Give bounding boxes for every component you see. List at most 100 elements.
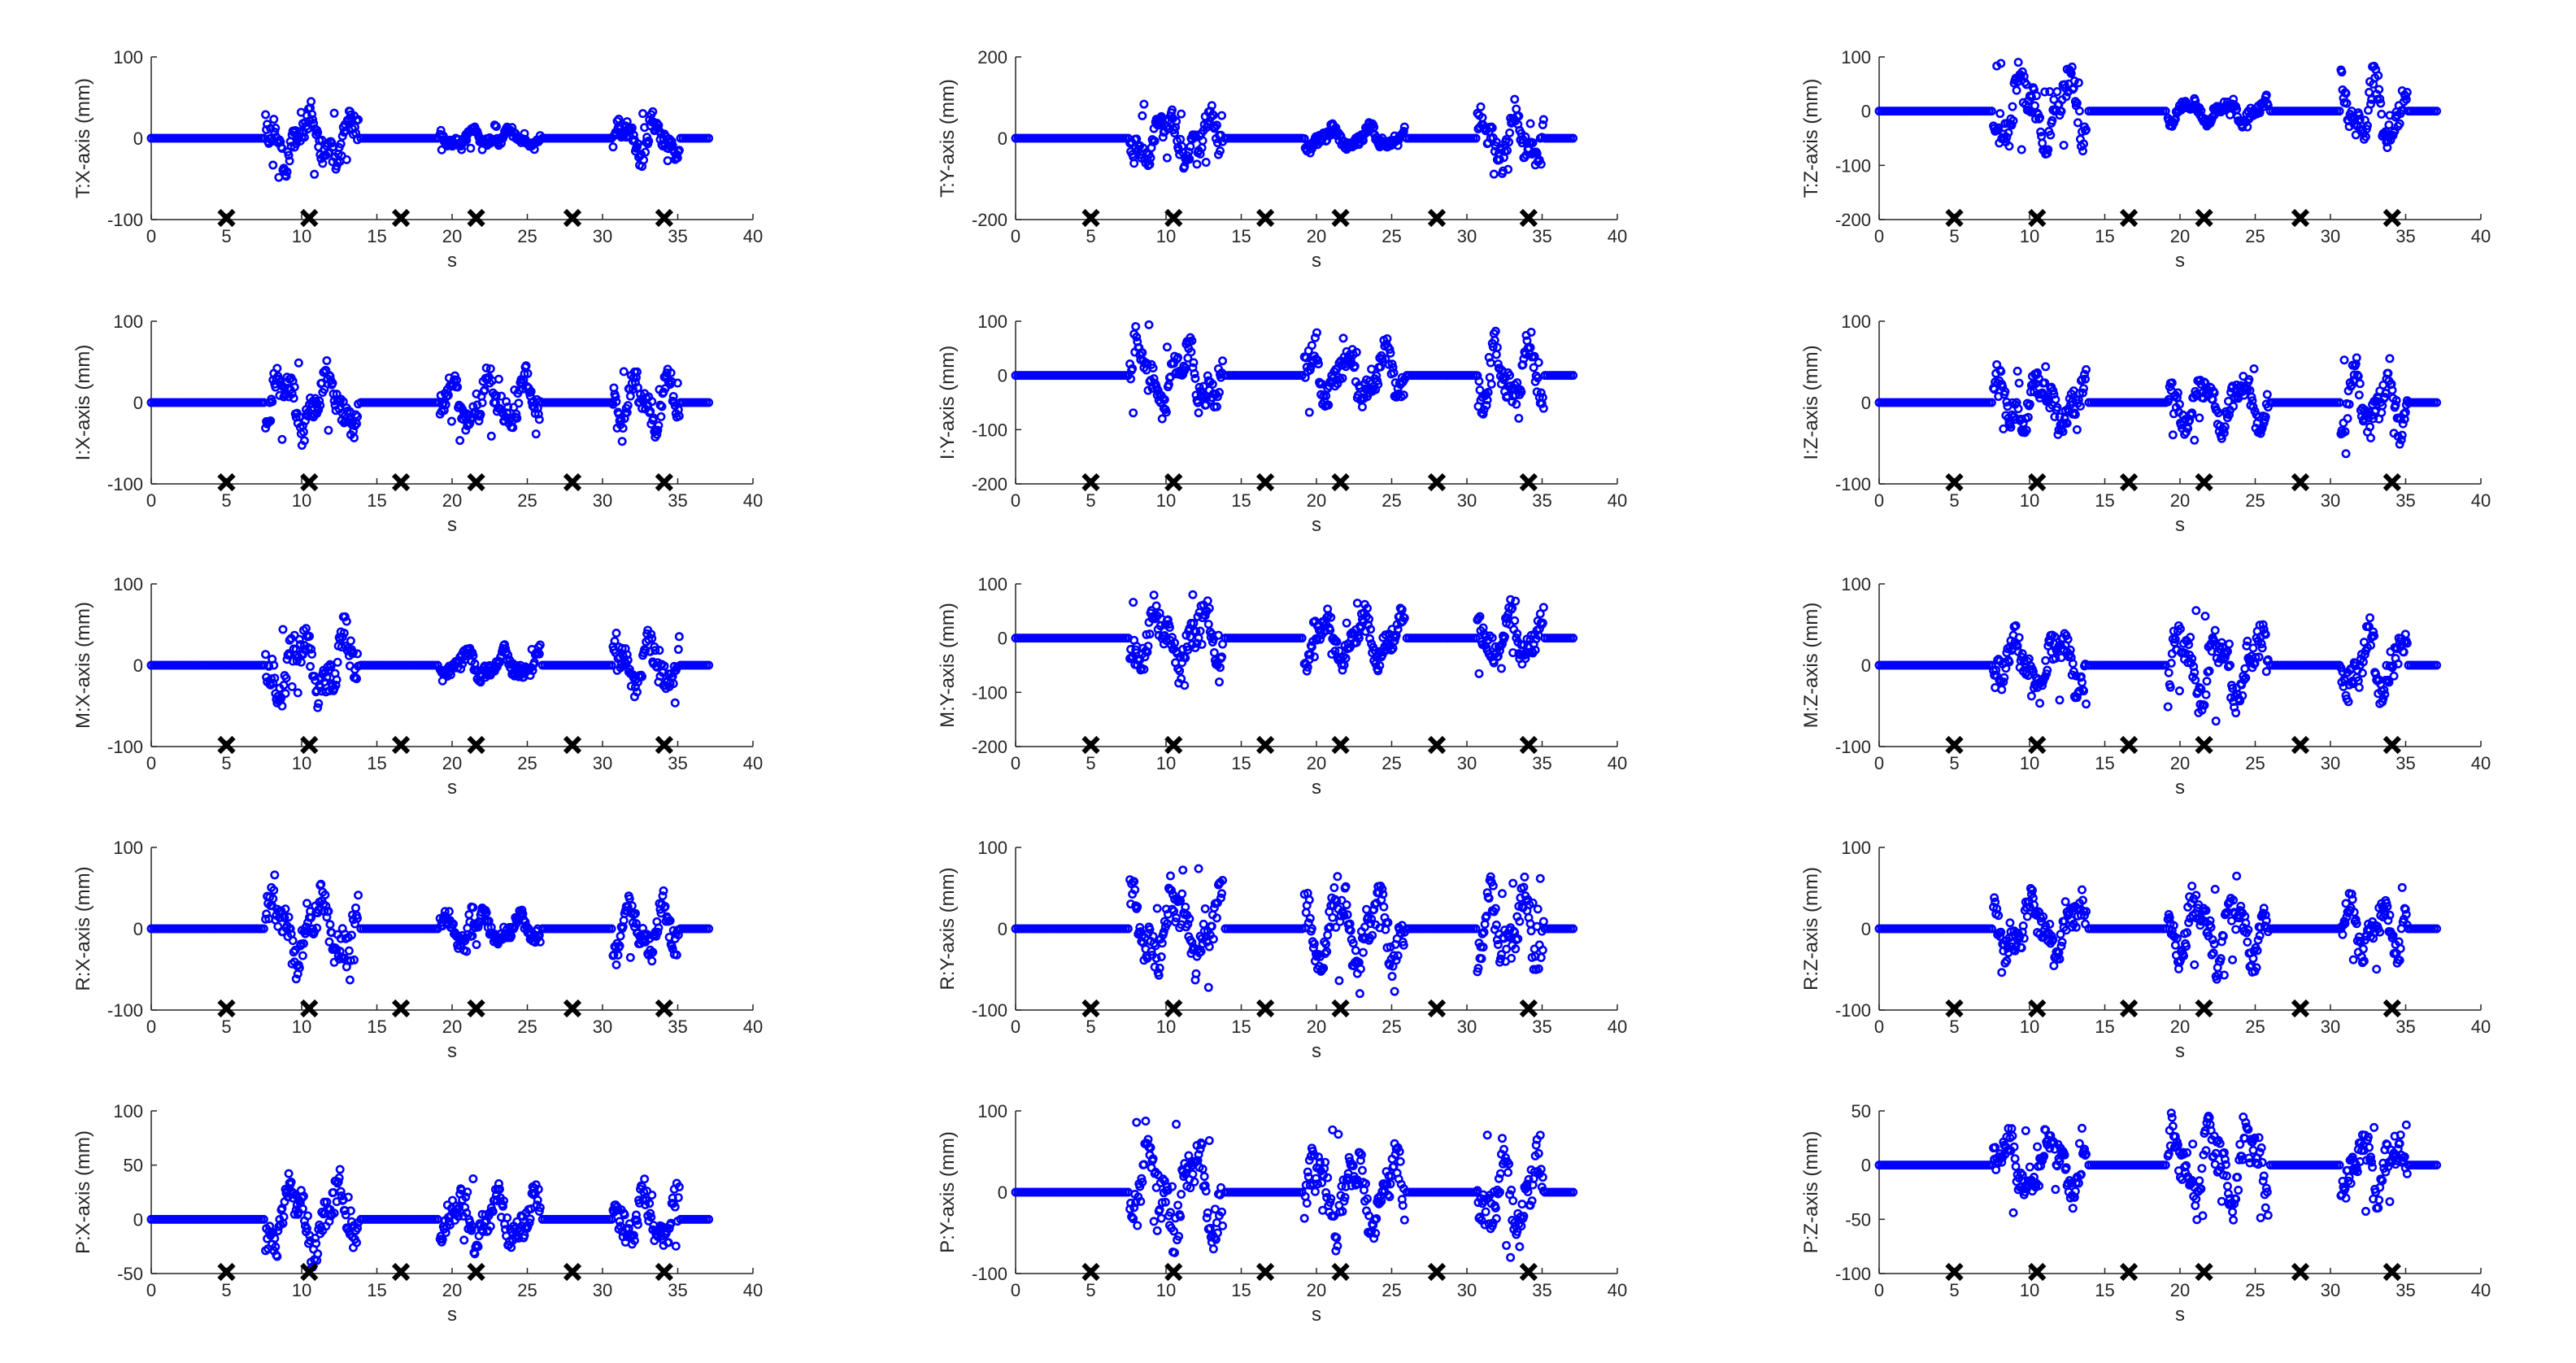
data-point [1510, 616, 1520, 625]
x-marker-stroke [217, 208, 236, 228]
x-tick-label: 25 [1382, 1017, 1401, 1037]
data-point [1399, 122, 1409, 132]
data-point [2243, 122, 2252, 132]
x-marker-stroke [563, 208, 582, 228]
y-tick-label: 100 [1841, 574, 1871, 594]
data-point [313, 128, 323, 137]
data-point [322, 356, 332, 366]
data-point [1474, 377, 1484, 386]
data-point [1536, 159, 1546, 169]
data-point [2041, 362, 2051, 372]
x-tick-label: 20 [1307, 490, 1326, 511]
x-tick-label: 20 [442, 753, 462, 773]
data-point [294, 358, 303, 368]
x-tick-label: 20 [442, 1017, 462, 1037]
x-tick-label: 20 [2170, 753, 2190, 773]
x-tick-label: 40 [1608, 490, 1627, 511]
data-point [1525, 119, 1535, 128]
data-point [2051, 394, 2060, 404]
data-point [638, 109, 648, 119]
x-tick-label: 35 [2395, 753, 2415, 773]
y-tick-label: -200 [972, 474, 1007, 494]
data-point [1167, 105, 1177, 115]
y-tick-label: 0 [1861, 393, 1871, 413]
data-point [1160, 394, 1169, 404]
y-tick-label: -100 [107, 474, 143, 494]
x-tick-label: 10 [1156, 1017, 1176, 1037]
data-point [1503, 164, 1513, 174]
x-tick-label: 15 [1231, 753, 1251, 773]
x-tick-label: 15 [367, 753, 386, 773]
data-point [1188, 590, 1198, 599]
x-tick-label: 35 [2395, 490, 2415, 511]
data-point [1393, 141, 1403, 150]
data-point [1299, 133, 1309, 143]
x-tick-label: 35 [2395, 226, 2415, 246]
x-tick-label: 30 [2321, 490, 2340, 511]
data-point [1486, 358, 1495, 368]
x-marker [655, 735, 673, 755]
x-tick-label: 30 [1457, 226, 1477, 246]
x-marker [1427, 472, 1447, 492]
x-marker [2028, 472, 2047, 492]
x-tick-label: 20 [2170, 226, 2190, 246]
data-point [2035, 699, 2045, 708]
y-axis-label: T:Y-axis (mm) [937, 79, 959, 198]
x-marker-stroke [467, 208, 485, 228]
data-point [1528, 138, 1538, 148]
data-point [480, 385, 490, 395]
x-marker [1519, 735, 1538, 755]
y-axis-label: I:Y-axis (mm) [937, 346, 959, 459]
x-axis-label: s [1312, 250, 1321, 272]
y-tick-label: -100 [972, 682, 1007, 703]
x-tick-label: 40 [743, 753, 763, 773]
data-point [2073, 78, 2083, 88]
x-tick-label: 35 [1532, 490, 1551, 511]
data-point [2041, 655, 2051, 665]
x-tick-label: 30 [593, 490, 612, 511]
x-tick-label: 35 [668, 226, 687, 246]
data-point [1399, 127, 1408, 137]
data-point [2211, 716, 2221, 726]
x-tick-label: 20 [442, 226, 462, 246]
y-axis-label: R:X-axis (mm) [72, 866, 94, 991]
data-point [277, 434, 287, 444]
data-point [462, 135, 472, 145]
x-tick-label: 40 [743, 490, 763, 511]
data-point [344, 946, 354, 956]
data-series [1874, 58, 2442, 159]
data-point [608, 142, 618, 152]
data-point [659, 886, 668, 895]
data-point [619, 916, 629, 925]
data-point [2355, 379, 2365, 389]
data-point [1213, 630, 1223, 640]
data-point [2014, 633, 2024, 642]
data-point [1301, 353, 1311, 363]
data-point [2261, 667, 2271, 677]
x-tick-label: 30 [1457, 1017, 1477, 1037]
data-point [2174, 686, 2184, 696]
data-point [269, 115, 279, 124]
data-point [1139, 99, 1149, 109]
data-point [285, 156, 294, 166]
data-point [270, 127, 280, 137]
data-point [2354, 390, 2364, 400]
data-point [333, 657, 342, 667]
x-marker [2028, 208, 2047, 228]
x-tick-label: 0 [1011, 753, 1020, 773]
data-point [2229, 402, 2239, 412]
data-point [1162, 342, 1172, 352]
x-marker [217, 208, 236, 228]
data-point [2013, 404, 2023, 414]
data-series [1874, 606, 2442, 726]
data-point [2195, 413, 2204, 423]
x-tick-label: 40 [743, 226, 763, 246]
data-point [1363, 603, 1373, 613]
y-tick-label: 100 [1841, 47, 1871, 67]
y-tick-label: -100 [1835, 155, 1871, 176]
data-point [617, 437, 627, 446]
data-series [146, 612, 714, 712]
data-point [2341, 449, 2351, 459]
